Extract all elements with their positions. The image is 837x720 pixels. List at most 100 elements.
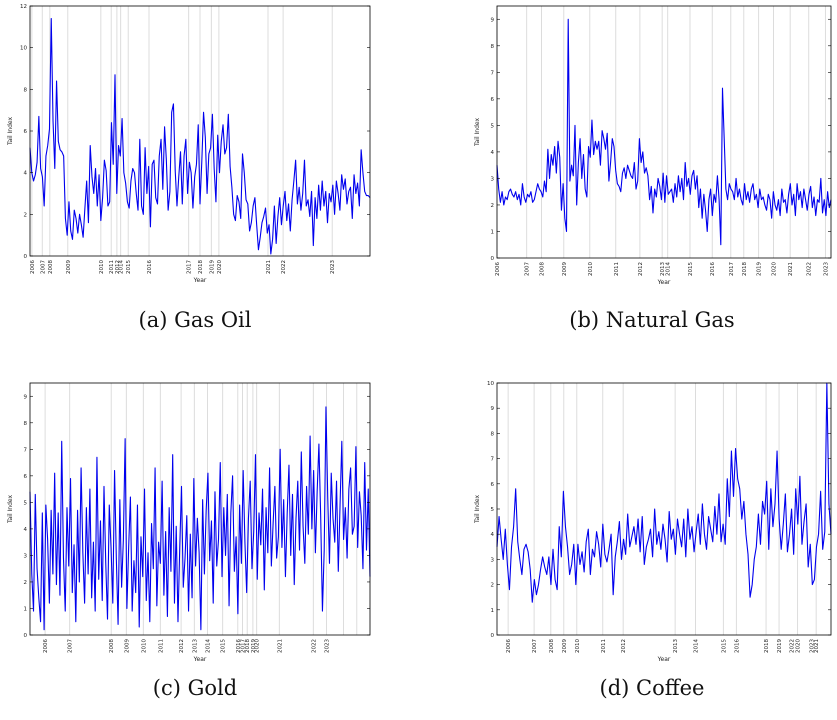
chart-gold: 0 1 2 3 4 5 6 7 8 9 2006 2007 2008 2009 2010 2011 2012 20… bbox=[7, 382, 371, 663]
x-tick-label: 2011 bbox=[109, 260, 115, 274]
x-tick-label: 2011 bbox=[158, 639, 164, 653]
y-tick-label: 7 bbox=[491, 70, 495, 76]
y-tick-label: 3 bbox=[491, 557, 495, 563]
x-tick-label: 2006 bbox=[43, 639, 49, 653]
y-tick-label: 9 bbox=[24, 394, 28, 400]
x-tick-label: 2023 bbox=[809, 639, 815, 653]
x-tick-label: 2020 bbox=[217, 260, 223, 274]
x-tick-label: 2021 bbox=[277, 639, 283, 653]
y-tick-label: 7 bbox=[24, 447, 28, 453]
x-tick-label: 2015 bbox=[721, 639, 727, 653]
x-tick-label: 2021 bbox=[266, 260, 272, 274]
y-tick-label: 4 bbox=[24, 171, 28, 177]
x-tick-label: 2012 bbox=[179, 639, 185, 653]
caption-natural-gas: (b) Natural Gas bbox=[569, 308, 735, 332]
panel-d: 0 1 2 3 4 5 6 7 8 9 10 2006 2007 2008 2009 2010 2011 2012… bbox=[457, 370, 837, 663]
y-tick-label: 2 bbox=[24, 212, 28, 218]
y-tick-label: 3 bbox=[24, 553, 28, 559]
x-tick-label: 2012 bbox=[638, 262, 644, 276]
chart-coffee: 0 1 2 3 4 5 6 7 8 9 10 2006 2007 2008 2009 2010 2011 2012… bbox=[474, 381, 832, 663]
x-tick-label: 2008 bbox=[109, 639, 115, 653]
caption-gold: (c) Gold bbox=[152, 676, 238, 700]
y-tick-label: 8 bbox=[491, 44, 495, 50]
y-tick-label: 5 bbox=[491, 507, 495, 513]
y-tick-label: 10 bbox=[20, 46, 27, 52]
x-tick-label: 2012 bbox=[115, 260, 121, 274]
y-axis-label: Tail Index bbox=[7, 494, 14, 524]
y-tick-label: 12 bbox=[20, 4, 27, 10]
y-tick-label: 9 bbox=[491, 17, 495, 23]
x-tick-label: 2014 bbox=[694, 639, 700, 653]
x-tick-label: 2008 bbox=[549, 639, 555, 653]
y-tick-label: 1 bbox=[24, 606, 28, 612]
x-tick-label: 2010 bbox=[588, 262, 594, 276]
series-line bbox=[29, 17, 371, 255]
y-tick-label: 4 bbox=[491, 150, 495, 156]
x-tick-label: 2017 bbox=[187, 260, 193, 274]
y-tick-label: 9 bbox=[491, 406, 495, 412]
x-tick-label: 2020 bbox=[255, 639, 261, 653]
x-tick-label: 2021 bbox=[814, 639, 820, 653]
x-tick-label: 2009 bbox=[66, 260, 72, 274]
y-tick-label: 2 bbox=[491, 203, 495, 209]
series-line bbox=[29, 406, 371, 631]
x-tick-label: 2011 bbox=[601, 639, 607, 653]
x-tick-label: 2014 bbox=[666, 262, 672, 276]
x-tick-label: 2007 bbox=[68, 639, 74, 653]
x-tick-label: 2018 bbox=[742, 262, 748, 276]
x-tick-label: 2016 bbox=[147, 260, 153, 274]
y-tick-label: 5 bbox=[24, 500, 28, 506]
y-tick-label: 1 bbox=[491, 608, 495, 614]
x-tick-label: 2017 bbox=[729, 262, 735, 276]
x-tick-label: 2009 bbox=[124, 639, 130, 653]
x-tick-label: 2006 bbox=[30, 260, 36, 274]
panel-c: 0 1 2 3 4 5 6 7 8 9 2006 2007 2008 2009 2010 2011 2012 20… bbox=[0, 370, 380, 663]
x-tick-label: 2006 bbox=[506, 639, 512, 653]
x-tick-label: 2007 bbox=[40, 260, 46, 274]
y-tick-label: 1 bbox=[491, 229, 495, 235]
x-tick-label: 2022 bbox=[790, 639, 796, 653]
panel-a: 0 2 4 6 8 10 12 2006 2007 2008 2009 2010 2011 2012 201… bbox=[0, 0, 380, 284]
x-tick-label: 2022 bbox=[281, 260, 287, 274]
y-tick-label: 0 bbox=[491, 633, 495, 639]
panel-b: 0 1 2 3 4 5 6 7 8 9 2006 2007 2008 2009 2010 2011 2012 20… bbox=[457, 0, 837, 286]
x-tick-label: 2015 bbox=[221, 639, 227, 653]
y-tick-label: 6 bbox=[24, 474, 28, 480]
plot-frame bbox=[496, 382, 832, 636]
x-tick-label: 2022 bbox=[311, 639, 317, 653]
caption-gas-oil: (a) Gas Oil bbox=[138, 308, 252, 332]
x-tick-label: 2007 bbox=[532, 639, 538, 653]
x-tick-label: 2022 bbox=[807, 262, 813, 276]
x-tick-label: 2019 bbox=[757, 262, 763, 276]
y-tick-label: 7 bbox=[491, 457, 495, 463]
x-tick-label: 2021 bbox=[788, 262, 794, 276]
x-tick-label: 2017 bbox=[241, 639, 247, 653]
y-axis-label: Tail Index bbox=[7, 116, 14, 146]
x-axis-label: Year bbox=[193, 656, 207, 663]
y-tick-label: 0 bbox=[24, 633, 28, 639]
x-tick-label: 2019 bbox=[209, 260, 215, 274]
x-tick-label: 2013 bbox=[673, 639, 679, 653]
y-tick-label: 5 bbox=[491, 123, 495, 129]
y-tick-label: 4 bbox=[24, 527, 28, 533]
x-tick-label: 2009 bbox=[562, 262, 568, 276]
y-tick-label: 8 bbox=[491, 431, 495, 437]
y-tick-label: 6 bbox=[24, 129, 28, 135]
chart-natural-gas: 0 1 2 3 4 5 6 7 8 9 2006 2007 2008 2009 2010 2011 2012 20… bbox=[474, 5, 832, 286]
x-tick-label: 2018 bbox=[245, 639, 251, 653]
x-axis-label: Year bbox=[193, 277, 207, 284]
x-tick-label: 2016 bbox=[734, 639, 740, 653]
x-tick-label: 2015 bbox=[126, 260, 132, 274]
plot-frame bbox=[29, 382, 371, 636]
y-tick-label: 8 bbox=[24, 87, 28, 93]
x-tick-label: 2008 bbox=[48, 260, 54, 274]
x-tick-label: 2006 bbox=[495, 262, 501, 276]
x-tick-label: 2020 bbox=[796, 639, 802, 653]
y-tick-label: 6 bbox=[491, 97, 495, 103]
x-tick-label: 2007 bbox=[525, 262, 531, 276]
y-axis-label: Tail Index bbox=[474, 117, 481, 147]
x-tick-label: 2013 bbox=[192, 639, 198, 653]
x-tick-label: 2019 bbox=[777, 639, 783, 653]
y-tick-label: 10 bbox=[487, 381, 494, 387]
